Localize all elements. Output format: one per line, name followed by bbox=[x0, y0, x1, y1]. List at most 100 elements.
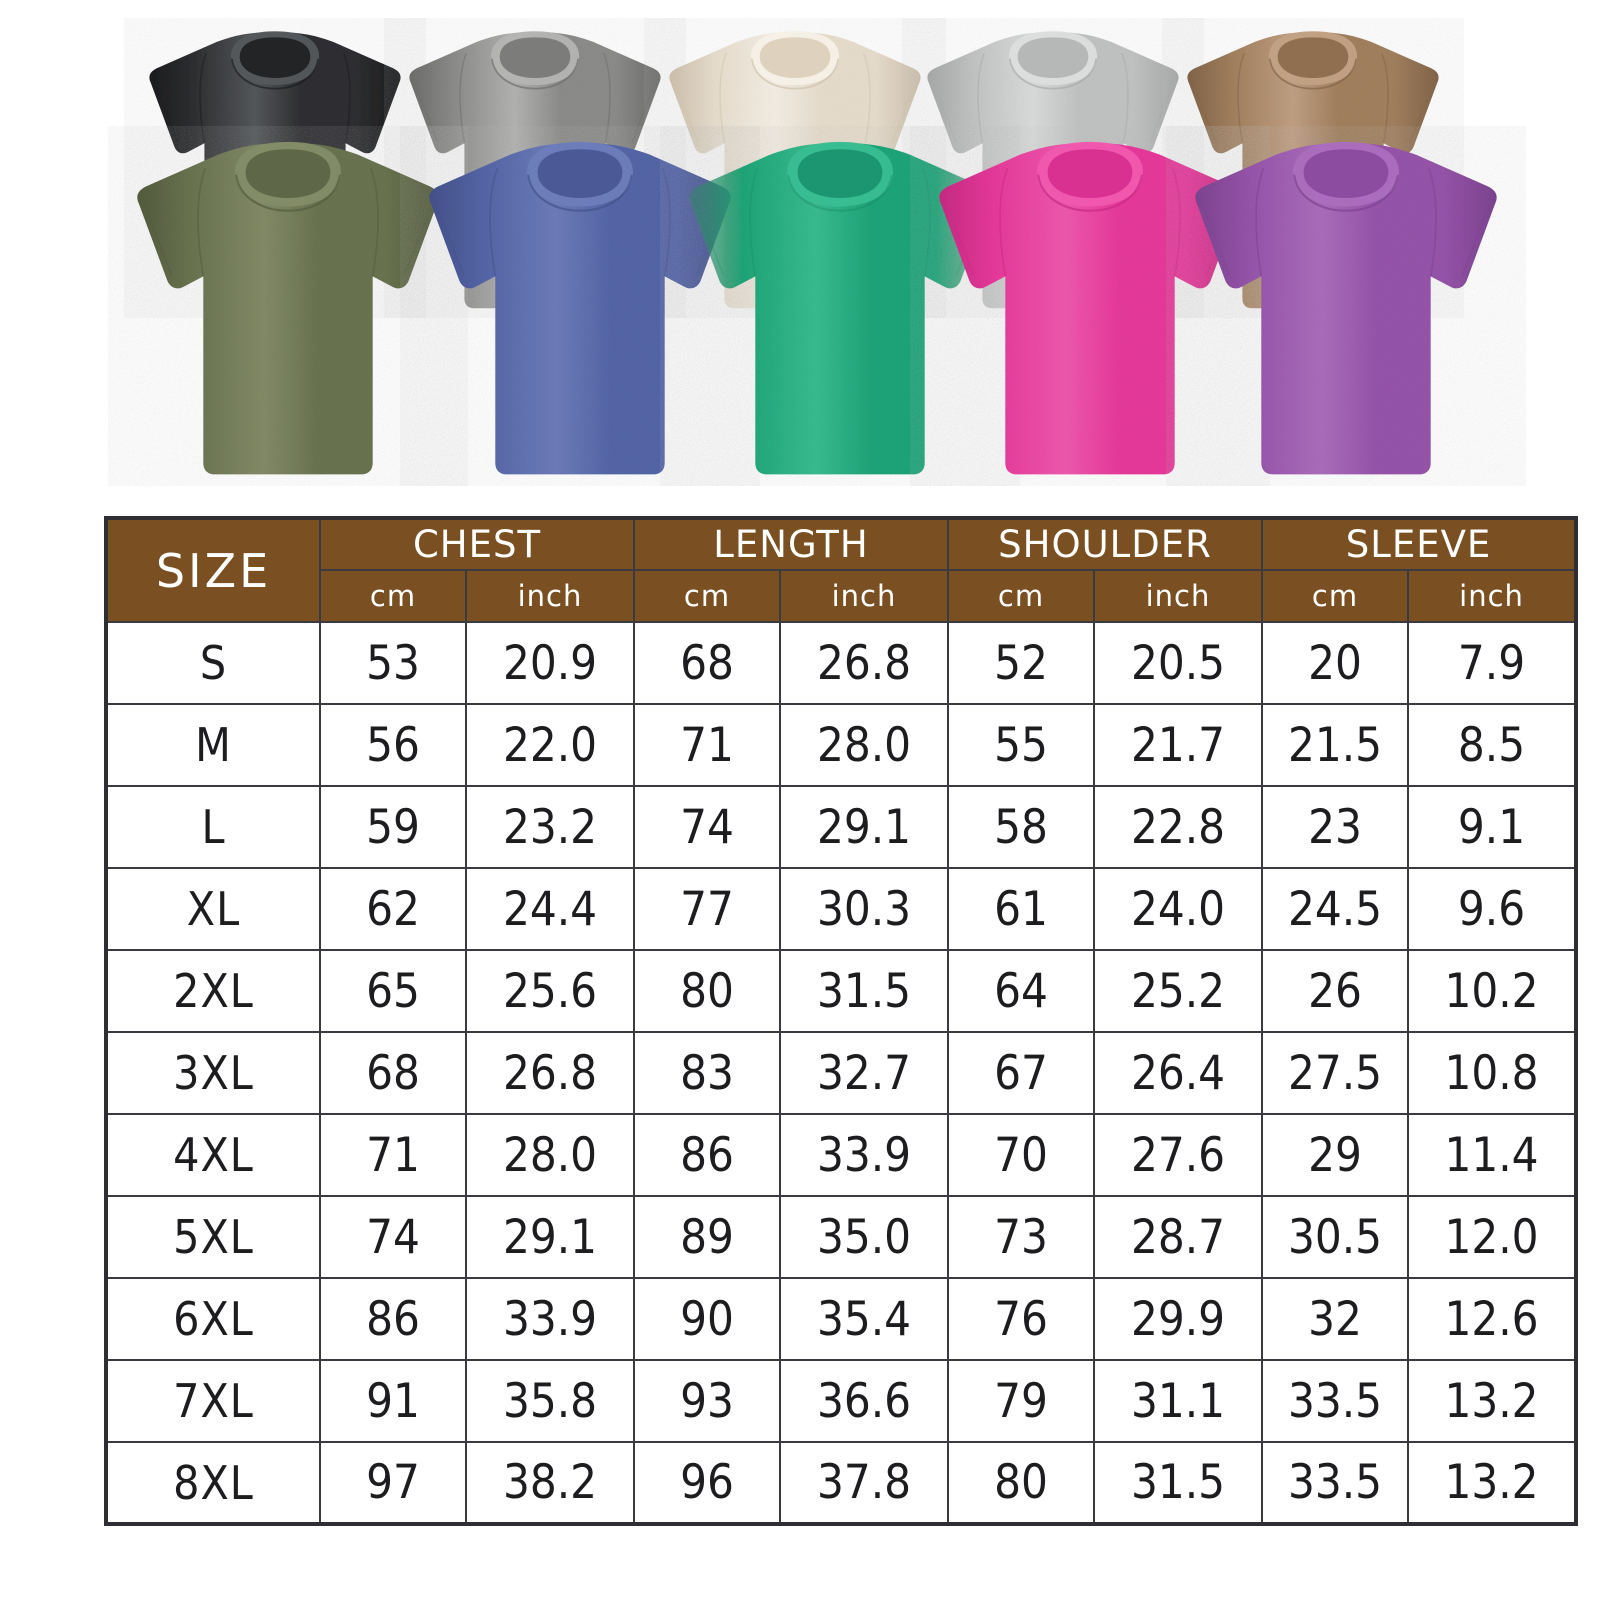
cell-size: 6XL bbox=[105, 1277, 321, 1361]
cell-chest-in: 20.9 bbox=[465, 621, 635, 705]
table-row: L 59 23.2 74 29.1 58 22.8 23 9.1 bbox=[105, 785, 1578, 869]
cell-length-in: 32.7 bbox=[778, 1031, 950, 1115]
cell-shoulder-in: 31.1 bbox=[1093, 1359, 1264, 1443]
tshirt-purple bbox=[1166, 126, 1526, 486]
cell-sleeve-in: 10.2 bbox=[1407, 949, 1578, 1033]
cell-shoulder-in: 22.8 bbox=[1093, 785, 1264, 869]
cell-size: M bbox=[105, 703, 321, 787]
cell-sleeve-cm: 29 bbox=[1261, 1113, 1410, 1197]
cell-sleeve-in: 12.6 bbox=[1407, 1277, 1578, 1361]
header-size: SIZE bbox=[105, 517, 321, 623]
tshirt-emerald-green bbox=[660, 126, 1020, 486]
cell-chest-in: 38.2 bbox=[465, 1441, 635, 1525]
cell-length-cm: 74 bbox=[633, 785, 781, 869]
cell-size: 7XL bbox=[105, 1359, 321, 1443]
cell-sleeve-in: 8.5 bbox=[1407, 703, 1578, 787]
cell-shoulder-cm: 58 bbox=[947, 785, 1096, 869]
header-unit-shoulder-inch: inch bbox=[1093, 569, 1264, 623]
table-row: 4XL 71 28.0 86 33.9 70 27.6 29 11.4 bbox=[105, 1113, 1578, 1197]
cell-length-in: 33.9 bbox=[778, 1113, 950, 1197]
tshirt-color-gallery bbox=[0, 0, 1600, 500]
cell-size: XL bbox=[105, 867, 321, 951]
cell-chest-cm: 74 bbox=[319, 1195, 467, 1279]
cell-sleeve-cm: 30.5 bbox=[1261, 1195, 1410, 1279]
cell-shoulder-cm: 73 bbox=[947, 1195, 1096, 1279]
header-group-chest: CHEST bbox=[319, 517, 635, 571]
header-unit-chest-inch: inch bbox=[465, 569, 635, 623]
cell-sleeve-in: 13.2 bbox=[1407, 1359, 1578, 1443]
cell-sleeve-in: 12.0 bbox=[1407, 1195, 1578, 1279]
header-row-groups: SIZE CHEST LENGTH SHOULDER SLEEVE bbox=[105, 517, 1578, 623]
cell-length-cm: 77 bbox=[633, 867, 781, 951]
cell-size: 3XL bbox=[105, 1031, 321, 1115]
table-row: 8XL 97 38.2 96 37.8 80 31.5 33.5 13.2 bbox=[105, 1441, 1578, 1525]
cell-chest-in: 23.2 bbox=[465, 785, 635, 869]
cell-shoulder-in: 31.5 bbox=[1093, 1441, 1264, 1525]
cell-shoulder-in: 21.7 bbox=[1093, 703, 1264, 787]
cell-sleeve-cm: 20 bbox=[1261, 621, 1410, 705]
tshirt-blue bbox=[400, 126, 760, 486]
table-row: 2XL 65 25.6 80 31.5 64 25.2 26 10.2 bbox=[105, 949, 1578, 1033]
cell-chest-cm: 68 bbox=[319, 1031, 467, 1115]
cell-chest-cm: 53 bbox=[319, 621, 467, 705]
header-unit-sleeve-cm: cm bbox=[1261, 569, 1410, 623]
cell-chest-in: 25.6 bbox=[465, 949, 635, 1033]
cell-shoulder-cm: 70 bbox=[947, 1113, 1096, 1197]
cell-shoulder-in: 25.2 bbox=[1093, 949, 1264, 1033]
cell-length-in: 35.0 bbox=[778, 1195, 950, 1279]
cell-length-cm: 93 bbox=[633, 1359, 781, 1443]
cell-sleeve-cm: 33.5 bbox=[1261, 1441, 1410, 1525]
cell-length-cm: 89 bbox=[633, 1195, 781, 1279]
cell-length-in: 30.3 bbox=[778, 867, 950, 951]
cell-length-cm: 68 bbox=[633, 621, 781, 705]
table-row: S 53 20.9 68 26.8 52 20.5 20 7.9 bbox=[105, 621, 1578, 705]
cell-shoulder-cm: 64 bbox=[947, 949, 1096, 1033]
cell-shoulder-in: 27.6 bbox=[1093, 1113, 1264, 1197]
table-row: XL 62 24.4 77 30.3 61 24.0 24.5 9.6 bbox=[105, 867, 1578, 951]
cell-chest-in: 24.4 bbox=[465, 867, 635, 951]
cell-chest-cm: 86 bbox=[319, 1277, 467, 1361]
cell-shoulder-cm: 79 bbox=[947, 1359, 1096, 1443]
cell-sleeve-in: 9.6 bbox=[1407, 867, 1578, 951]
cell-chest-in: 26.8 bbox=[465, 1031, 635, 1115]
tshirt-olive-green bbox=[108, 126, 468, 486]
cell-sleeve-cm: 27.5 bbox=[1261, 1031, 1410, 1115]
cell-size: S bbox=[105, 621, 321, 705]
table-row: 7XL 91 35.8 93 36.6 79 31.1 33.5 13.2 bbox=[105, 1359, 1578, 1443]
cell-chest-cm: 91 bbox=[319, 1359, 467, 1443]
cell-size: L bbox=[105, 785, 321, 869]
cell-length-in: 36.6 bbox=[778, 1359, 950, 1443]
cell-length-in: 35.4 bbox=[778, 1277, 950, 1361]
cell-sleeve-cm: 33.5 bbox=[1261, 1359, 1410, 1443]
cell-chest-cm: 97 bbox=[319, 1441, 467, 1525]
cell-length-in: 37.8 bbox=[778, 1441, 950, 1525]
cell-length-cm: 71 bbox=[633, 703, 781, 787]
header-unit-length-cm: cm bbox=[633, 569, 781, 623]
cell-chest-cm: 59 bbox=[319, 785, 467, 869]
cell-shoulder-cm: 52 bbox=[947, 621, 1096, 705]
cell-length-cm: 96 bbox=[633, 1441, 781, 1525]
cell-chest-in: 33.9 bbox=[465, 1277, 635, 1361]
cell-sleeve-in: 13.2 bbox=[1407, 1441, 1578, 1525]
header-row-units: cm inch cm inch cm inch cm inch bbox=[106, 569, 1578, 623]
cell-shoulder-in: 20.5 bbox=[1093, 621, 1264, 705]
cell-shoulder-cm: 67 bbox=[947, 1031, 1096, 1115]
cell-shoulder-cm: 80 bbox=[947, 1441, 1096, 1525]
header-group-sleeve: SLEEVE bbox=[1261, 517, 1578, 571]
table-body: S 53 20.9 68 26.8 52 20.5 20 7.9 M 56 22.0 71 28.0 55 2… bbox=[105, 621, 1578, 1525]
cell-size: 4XL bbox=[105, 1113, 321, 1197]
cell-length-in: 28.0 bbox=[778, 703, 950, 787]
header-unit-chest-cm: cm bbox=[319, 569, 467, 623]
size-chart-table: SIZE CHEST LENGTH SHOULDER SLEEVE cm inc… bbox=[104, 516, 1579, 1526]
cell-sleeve-cm: 21.5 bbox=[1261, 703, 1410, 787]
cell-chest-in: 35.8 bbox=[465, 1359, 635, 1443]
cell-sleeve-in: 7.9 bbox=[1407, 621, 1578, 705]
cell-chest-in: 28.0 bbox=[465, 1113, 635, 1197]
cell-sleeve-in: 9.1 bbox=[1407, 785, 1578, 869]
cell-shoulder-in: 26.4 bbox=[1093, 1031, 1264, 1115]
table-header: SIZE CHEST LENGTH SHOULDER SLEEVE cm inc… bbox=[105, 517, 1578, 623]
cell-shoulder-cm: 76 bbox=[947, 1277, 1096, 1361]
cell-sleeve-cm: 23 bbox=[1261, 785, 1410, 869]
table-row: M 56 22.0 71 28.0 55 21.7 21.5 8.5 bbox=[105, 703, 1578, 787]
